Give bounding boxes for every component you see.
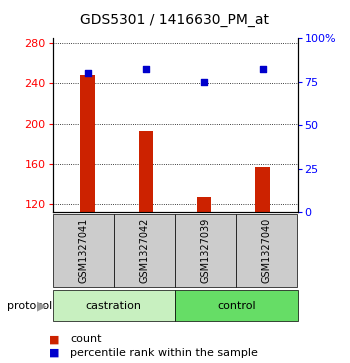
Text: GSM1327039: GSM1327039: [201, 218, 211, 283]
Text: percentile rank within the sample: percentile rank within the sample: [70, 348, 258, 358]
Text: castration: castration: [86, 301, 142, 311]
Text: control: control: [217, 301, 256, 311]
Text: GSM1327041: GSM1327041: [78, 218, 88, 283]
Text: count: count: [70, 334, 101, 344]
Text: ■: ■: [49, 348, 60, 358]
Bar: [139, 131, 153, 212]
Point: [85, 70, 90, 76]
Text: GSM1327040: GSM1327040: [262, 218, 272, 283]
Text: ■: ■: [49, 334, 60, 344]
Point: [143, 66, 149, 72]
Bar: [255, 167, 270, 212]
Bar: [197, 197, 211, 212]
Text: protocol: protocol: [7, 301, 52, 311]
Bar: [80, 76, 95, 212]
Text: ▶: ▶: [36, 299, 46, 312]
Text: GDS5301 / 1416630_PM_at: GDS5301 / 1416630_PM_at: [80, 13, 270, 27]
Point: [201, 79, 207, 85]
Point: [260, 66, 265, 72]
Text: GSM1327042: GSM1327042: [139, 218, 149, 283]
